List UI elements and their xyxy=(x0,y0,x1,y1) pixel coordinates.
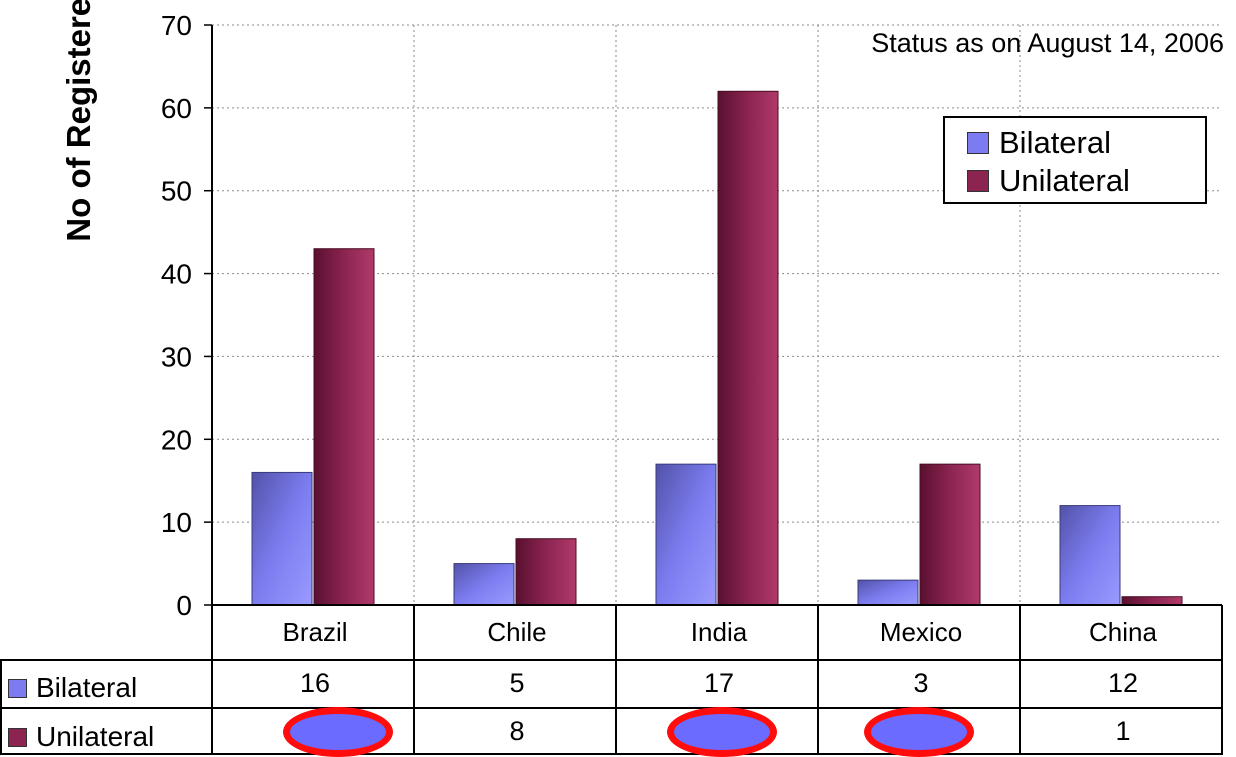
table-swatch-unilateral xyxy=(8,727,27,747)
redaction-oval xyxy=(283,707,393,757)
y-tick-label: 20 xyxy=(161,424,192,455)
x-category-label: China xyxy=(1089,617,1157,647)
legend-item-unilateral: Unilateral xyxy=(967,163,1130,198)
y-axis-title: No of Registered Projects xyxy=(60,0,97,242)
redaction-oval xyxy=(667,707,777,757)
legend-label-unilateral: Unilateral xyxy=(999,163,1130,198)
table-cell: 8 xyxy=(509,716,525,746)
bar-bilateral-india xyxy=(655,463,717,606)
bar-bilateral-china xyxy=(1059,505,1121,606)
table-swatch-bilateral xyxy=(8,678,27,698)
legend-item-bilateral: Bilateral xyxy=(967,125,1111,160)
x-category-label: Brazil xyxy=(282,617,348,647)
redaction-oval xyxy=(864,707,974,757)
x-category-label: India xyxy=(690,617,748,647)
bar-unilateral-china xyxy=(1121,596,1183,606)
bar-unilateral-brazil xyxy=(313,248,375,606)
legend-label-bilateral: Bilateral xyxy=(999,125,1111,160)
y-tick-label: 40 xyxy=(161,259,192,290)
y-tick-label: 0 xyxy=(176,590,192,621)
y-tick-label: 30 xyxy=(161,341,192,372)
table-row-label-text: Unilateral xyxy=(36,721,155,752)
table-cell: 12 xyxy=(1107,668,1139,698)
x-category-label: Chile xyxy=(487,617,547,647)
legend-swatch-bilateral xyxy=(967,132,989,154)
table-cell: 5 xyxy=(509,668,525,698)
legend-swatch-unilateral xyxy=(967,170,989,192)
bar-bilateral-mexico xyxy=(857,579,919,606)
bar-unilateral-mexico xyxy=(919,463,981,606)
table-row-label-unilateral: Unilateral xyxy=(8,721,154,753)
y-tick-label: 60 xyxy=(161,93,192,124)
y-tick-label: 10 xyxy=(161,507,192,538)
x-category-label: Mexico xyxy=(879,617,963,647)
y-tick-label: 70 xyxy=(161,10,192,41)
table-cell: 1 xyxy=(1115,716,1131,746)
table-cell: 3 xyxy=(913,668,929,698)
table-row-label-text: Bilateral xyxy=(36,672,138,703)
table-cell: 16 xyxy=(299,668,331,698)
bar-unilateral-chile xyxy=(515,538,577,606)
bar-bilateral-brazil xyxy=(251,471,313,606)
y-tick-label: 50 xyxy=(161,176,192,207)
table-cell: 17 xyxy=(703,668,735,698)
bar-bilateral-chile xyxy=(453,563,515,606)
bar-unilateral-india xyxy=(717,90,779,606)
chart-legend: Bilateral Unilateral xyxy=(943,116,1207,204)
table-row-label-bilateral: Bilateral xyxy=(8,672,137,704)
status-annotation: Status as on August 14, 2006 xyxy=(871,28,1224,58)
